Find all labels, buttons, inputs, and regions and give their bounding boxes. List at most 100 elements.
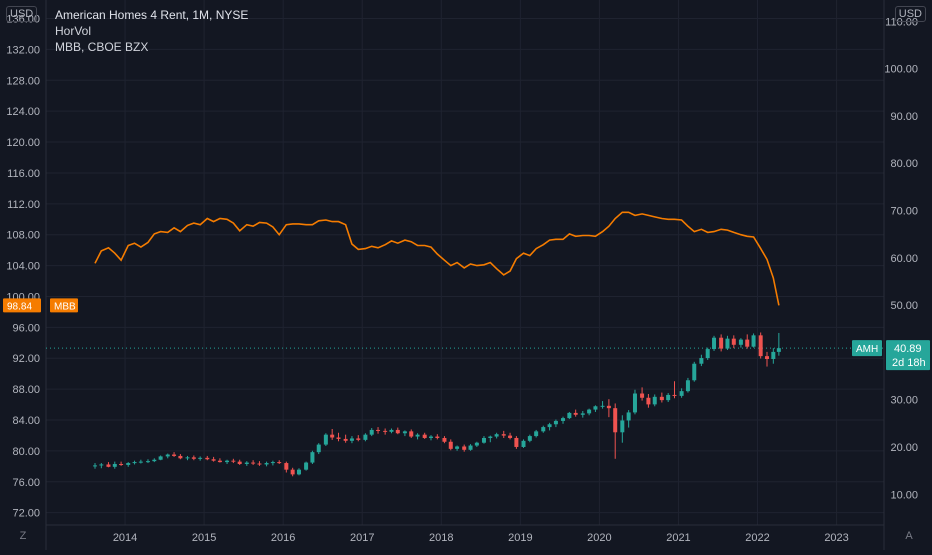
left-currency-label[interactable]: USD xyxy=(6,6,38,22)
candle-body[interactable] xyxy=(343,438,348,441)
candle-body[interactable] xyxy=(462,446,467,450)
candle-body[interactable] xyxy=(501,434,506,436)
candle-body[interactable] xyxy=(126,463,131,465)
candle-body[interactable] xyxy=(172,454,177,456)
candle-body[interactable] xyxy=(191,457,196,459)
candle-body[interactable] xyxy=(112,463,117,467)
mbb-series-line[interactable] xyxy=(94,211,780,306)
candle-body[interactable] xyxy=(731,338,736,345)
candle-body[interactable] xyxy=(205,457,210,460)
candle-body[interactable] xyxy=(521,440,526,447)
candle-body[interactable] xyxy=(705,349,710,359)
candle-body[interactable] xyxy=(304,462,309,470)
candle-body[interactable] xyxy=(448,441,453,449)
candle-body[interactable] xyxy=(395,429,400,434)
candle-body[interactable] xyxy=(330,434,335,438)
candle-body[interactable] xyxy=(699,358,704,364)
candle-body[interactable] xyxy=(323,434,328,445)
candle-body[interactable] xyxy=(257,463,262,465)
candle-body[interactable] xyxy=(751,335,756,347)
candle-body[interactable] xyxy=(442,437,447,442)
candle-body[interactable] xyxy=(211,459,216,461)
candle-body[interactable] xyxy=(145,461,150,463)
candle-body[interactable] xyxy=(422,434,427,438)
indicator-label[interactable]: HorVol xyxy=(55,24,92,38)
candle-body[interactable] xyxy=(165,454,170,457)
candle-body[interactable] xyxy=(270,462,275,464)
candle-body[interactable] xyxy=(632,393,637,413)
candle-body[interactable] xyxy=(527,436,532,441)
candle-body[interactable] xyxy=(745,339,750,347)
candle-body[interactable] xyxy=(119,463,124,465)
candle-body[interactable] xyxy=(277,462,282,464)
candle-body[interactable] xyxy=(178,455,183,459)
candle-body[interactable] xyxy=(573,412,578,415)
candle-body[interactable] xyxy=(376,429,381,431)
candle-body[interactable] xyxy=(488,436,493,438)
candle-body[interactable] xyxy=(685,380,690,392)
candle-body[interactable] xyxy=(231,460,236,462)
auto-scale-right-button[interactable]: A xyxy=(905,530,913,542)
candle-body[interactable] xyxy=(620,420,625,433)
candle-body[interactable] xyxy=(296,469,301,475)
candle-body[interactable] xyxy=(244,462,249,464)
compare-symbol-label[interactable]: MBB, CBOE BZX xyxy=(55,40,149,54)
candle-body[interactable] xyxy=(672,394,677,396)
candle-body[interactable] xyxy=(652,396,657,405)
candle-body[interactable] xyxy=(613,408,618,433)
candle-body[interactable] xyxy=(541,427,546,432)
candle-body[interactable] xyxy=(580,413,585,415)
candle-body[interactable] xyxy=(567,412,572,419)
candle-body[interactable] xyxy=(284,463,289,470)
candle-body[interactable] xyxy=(547,424,552,428)
candle-body[interactable] xyxy=(600,405,605,407)
candle-body[interactable] xyxy=(389,429,394,432)
candle-body[interactable] xyxy=(679,391,684,396)
candle-body[interactable] xyxy=(93,465,98,467)
candle-body[interactable] xyxy=(237,461,242,464)
candle-body[interactable] xyxy=(138,461,143,463)
candle-body[interactable] xyxy=(587,409,592,414)
candle-body[interactable] xyxy=(198,457,203,459)
candle-body[interactable] xyxy=(455,446,460,449)
candle-body[interactable] xyxy=(481,437,486,443)
candle-body[interactable] xyxy=(764,356,769,359)
candle-body[interactable] xyxy=(132,462,137,464)
candle-body[interactable] xyxy=(99,464,104,466)
candle-body[interactable] xyxy=(251,462,256,464)
candle-body[interactable] xyxy=(435,436,440,438)
candle-body[interactable] xyxy=(719,337,724,349)
candle-body[interactable] xyxy=(593,406,598,410)
candle-body[interactable] xyxy=(494,434,499,437)
candle-body[interactable] xyxy=(415,434,420,437)
candle-body[interactable] xyxy=(474,442,479,446)
candle-body[interactable] xyxy=(383,430,388,432)
candle-body[interactable] xyxy=(646,397,651,405)
candle-body[interactable] xyxy=(316,444,321,453)
candle-body[interactable] xyxy=(369,429,374,435)
candle-body[interactable] xyxy=(225,460,230,463)
candle-body[interactable] xyxy=(158,456,163,460)
candle-body[interactable] xyxy=(738,339,743,345)
candle-body[interactable] xyxy=(356,438,361,440)
candle-body[interactable] xyxy=(264,463,269,465)
candle-body[interactable] xyxy=(776,348,781,352)
candle-body[interactable] xyxy=(712,337,717,350)
candle-body[interactable] xyxy=(363,434,368,440)
candle-body[interactable] xyxy=(534,431,539,437)
candle-body[interactable] xyxy=(508,435,513,438)
right-currency-label[interactable]: USD xyxy=(894,6,926,22)
candle-body[interactable] xyxy=(692,363,697,381)
candle-body[interactable] xyxy=(349,438,354,441)
candle-body[interactable] xyxy=(152,459,157,462)
candle-body[interactable] xyxy=(640,393,645,398)
candle-body[interactable] xyxy=(409,431,414,437)
candle-body[interactable] xyxy=(290,469,295,475)
candle-body[interactable] xyxy=(336,437,341,439)
candle-body[interactable] xyxy=(429,436,434,438)
candle-body[interactable] xyxy=(185,457,190,459)
candle-body[interactable] xyxy=(106,464,111,467)
candle-body[interactable] xyxy=(310,452,315,463)
